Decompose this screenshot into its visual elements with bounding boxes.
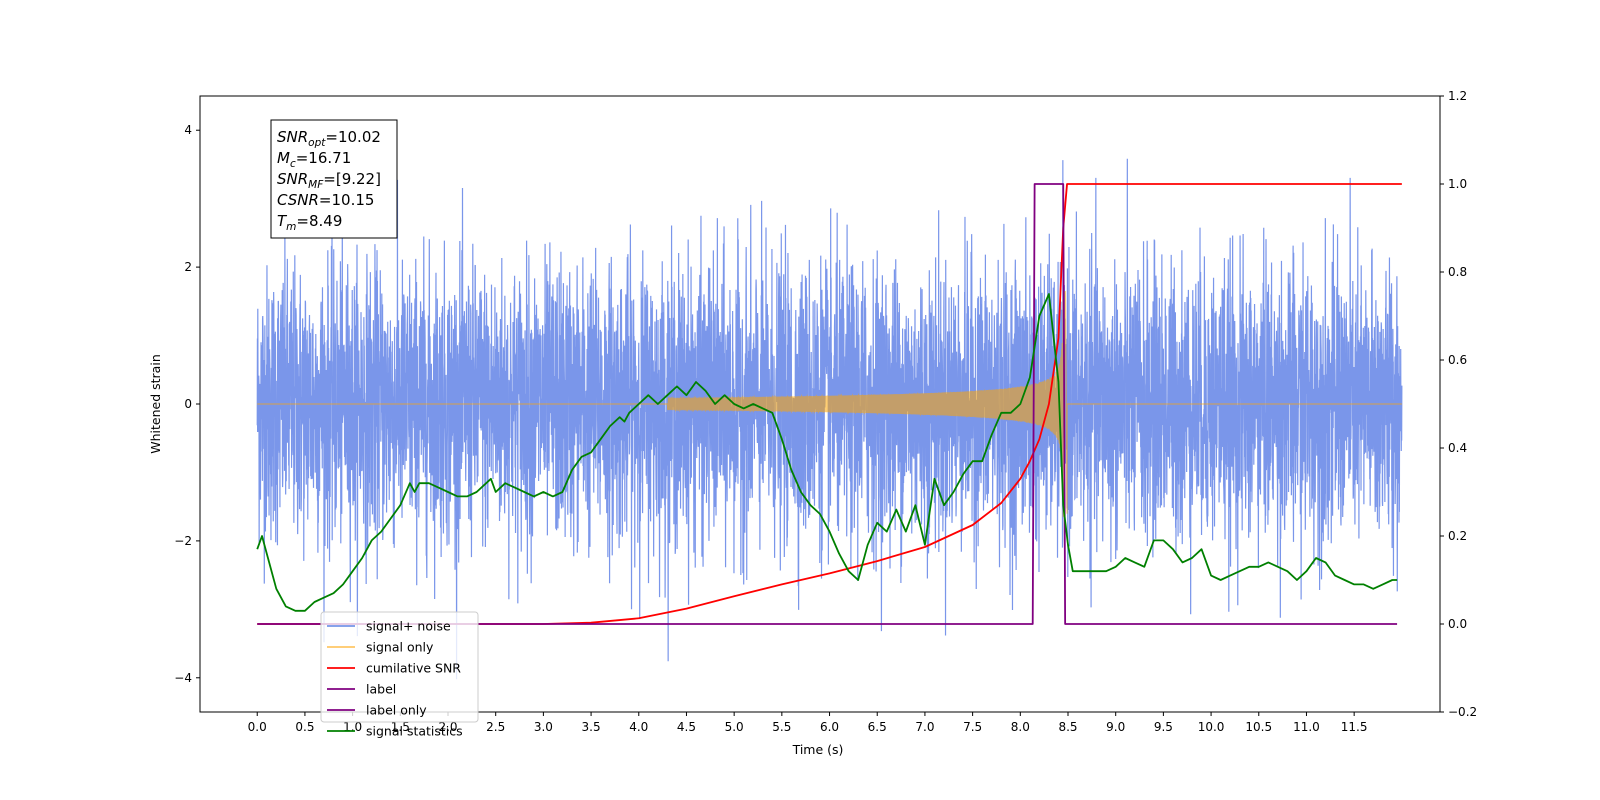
annotation-line: Tm=8.49 (277, 212, 342, 233)
y-right-tick-label: 0.8 (1448, 265, 1467, 279)
x-tick-label: 2.0 (438, 720, 457, 734)
legend-label-signal-statistics: signal statistics (366, 724, 463, 739)
x-tick-label: 3.0 (534, 720, 553, 734)
y-axis-left: −4 −2 0 2 4 (174, 123, 200, 685)
annotation-symbol: M (277, 149, 290, 167)
x-tick-label: 9.0 (1106, 720, 1125, 734)
x-tick-label: 8.0 (1011, 720, 1030, 734)
y-right-tick-label: 1.2 (1448, 89, 1467, 103)
x-tick-label: 6.0 (820, 720, 839, 734)
annotation-line: SNRMF=[9.22] (277, 170, 381, 191)
y-right-tick-label: 0.0 (1448, 617, 1467, 631)
legend-label-signal-only: signal only (366, 640, 434, 655)
x-tick-label: 8.5 (1058, 720, 1077, 734)
x-tick-label: 10.0 (1198, 720, 1225, 734)
x-tick-label: 1.5 (391, 720, 410, 734)
annotation-value: =8.49 (296, 212, 342, 230)
y-right-tick-label: 1.0 (1448, 177, 1467, 191)
x-axis-label: Time (s) (792, 742, 844, 757)
x-tick-label: 3.5 (582, 720, 601, 734)
y-left-tick-label: 4 (184, 123, 192, 137)
x-tick-label: 6.5 (868, 720, 887, 734)
annotation-frame (270, 119, 398, 239)
series-label (257, 183, 1398, 625)
y-right-tick-label: −0.2 (1448, 705, 1477, 719)
x-tick-label: 2.5 (486, 720, 505, 734)
annotation-symbol: SNR (277, 128, 308, 146)
series-signal-statistics (256, 293, 1398, 612)
x-tick-label: 4.5 (677, 720, 696, 734)
y-left-tick-label: −2 (174, 534, 192, 548)
stats-annotation-box: SNRopt=10.02Mc=16.71SNRMF=[9.22]CSNR=10.… (270, 119, 398, 239)
x-tick-label: 5.0 (725, 720, 744, 734)
y-left-tick-label: −4 (174, 671, 192, 685)
series-signal-only (257, 291, 1402, 517)
x-tick-label: 5.5 (772, 720, 791, 734)
legend-label-label-only: label only (366, 703, 427, 718)
legend-frame (320, 611, 479, 723)
annotation-line: CSNR=10.15 (277, 191, 374, 209)
x-axis: 0.0 0.5 1.0 1.5 2.0 2.5 3.0 3.5 4.0 4.5 5.0 5.5 6.0 6… (248, 712, 1368, 734)
y-right-tick-label: 0.2 (1448, 529, 1467, 543)
series-layer (256, 158, 1403, 680)
annotation-symbol: SNR (277, 170, 308, 188)
y-right-tick-label: 0.4 (1448, 441, 1467, 455)
annotation-subscript: opt (308, 137, 326, 149)
annotation-value: =[9.22] (323, 170, 381, 188)
x-tick-label: 7.5 (963, 720, 982, 734)
annotation-symbol: T (277, 212, 288, 230)
legend-label-signal-noise: signal+ noise (366, 619, 451, 634)
y-left-tick-label: 0 (184, 397, 192, 411)
y-right-tick-label: 0.6 (1448, 353, 1467, 367)
annotation-value: =16.71 (296, 149, 352, 167)
x-tick-label: 9.5 (1154, 720, 1173, 734)
legend-label-cumilative-snr: cumilative SNR (366, 661, 461, 676)
x-tick-label: 7.0 (915, 720, 934, 734)
annotation-subscript: c (290, 158, 296, 170)
annotation-value: =10.02 (325, 128, 381, 146)
annotation-subscript: MF (308, 179, 324, 191)
annotation-line: Mc=16.71 (277, 149, 351, 170)
x-tick-label: 0.5 (295, 720, 314, 734)
series-signal-noise (256, 158, 1403, 680)
x-tick-label: 11.5 (1341, 720, 1368, 734)
y-axis-left-label: Whitened strain (148, 354, 163, 453)
annotation-value: =10.15 (319, 191, 375, 209)
x-tick-label: 10.5 (1245, 720, 1272, 734)
series-cumilative-snr (257, 183, 1402, 625)
y-left-tick-label: 2 (184, 260, 192, 274)
x-tick-label: 0.0 (248, 720, 267, 734)
annotation-symbol: CSNR (277, 191, 319, 209)
annotation-subscript: m (286, 221, 296, 233)
legend: signal+ noise signal only cumilative SNR la… (320, 611, 479, 739)
x-tick-label: 4.0 (629, 720, 648, 734)
y-axis-right: −0.2 0.0 0.2 0.4 0.6 0.8 1.0 1.2 (1440, 89, 1477, 719)
annotation-line: SNRopt=10.02 (277, 128, 381, 149)
legend-label-label: label (366, 682, 396, 697)
x-tick-label: 11.0 (1293, 720, 1320, 734)
